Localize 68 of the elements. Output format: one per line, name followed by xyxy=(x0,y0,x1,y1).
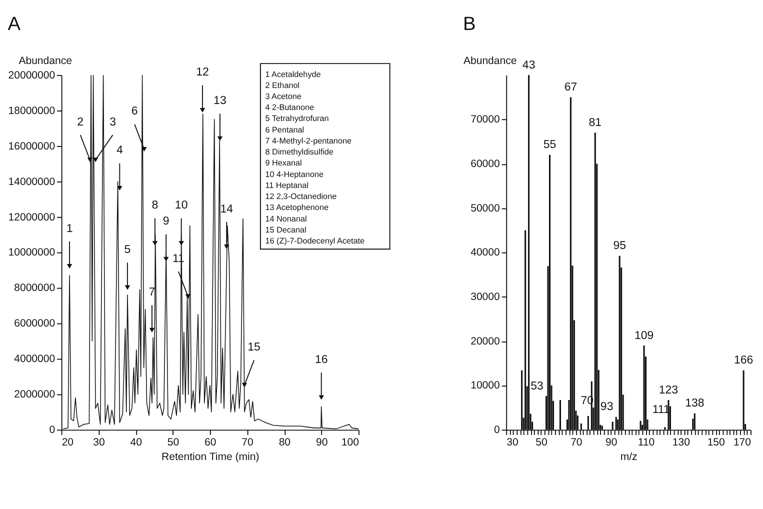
x-tick-label: 90 xyxy=(316,436,328,449)
annotation: 138 xyxy=(685,398,704,410)
annotation: 55 xyxy=(543,139,556,152)
x-tick-label: 30 xyxy=(506,436,518,449)
y-tick-label: 10000000 xyxy=(8,246,56,259)
y-tick-label: 50000 xyxy=(470,202,500,214)
annotation: 2 xyxy=(77,116,84,128)
annotation: 9 xyxy=(162,216,170,228)
x-tick-label: 100 xyxy=(341,436,360,449)
y-axis-title: Abundance xyxy=(463,55,517,68)
annotation: 10 xyxy=(174,200,188,212)
x-tick-label: 50 xyxy=(536,436,548,449)
annotation: 15 xyxy=(248,342,260,354)
annotation: 53 xyxy=(530,380,544,392)
y-tick-label: 8000000 xyxy=(14,282,56,294)
x-axis-title: m/z xyxy=(620,450,638,463)
annotation: 14 xyxy=(220,203,234,216)
x-tick-label: 70 xyxy=(242,436,254,449)
y-tick-label: 10000 xyxy=(470,380,500,392)
annotation: 166 xyxy=(734,354,754,367)
x-tick-label: 40 xyxy=(130,436,142,449)
x-tick-label: 70 xyxy=(570,436,582,449)
y-tick-label: 0 xyxy=(494,424,500,436)
annotation: 16 xyxy=(314,354,328,366)
y-tick-label: 60000 xyxy=(470,158,500,170)
annotation: 43 xyxy=(522,59,536,72)
x-tick-label: 20 xyxy=(62,436,74,449)
y-tick-label: 18000000 xyxy=(8,104,56,117)
y-tick-label: 20000000 xyxy=(8,69,56,82)
annotation: 81 xyxy=(588,116,602,129)
y-tick-label: 70000 xyxy=(470,114,500,126)
x-axis-title: Retention Time (min) xyxy=(162,450,260,463)
y-tick-label: 14000000 xyxy=(8,176,56,188)
y-axis-title: Abundance xyxy=(18,55,72,68)
y-tick-label: 40000 xyxy=(470,246,500,259)
x-tick-label: 150 xyxy=(707,436,726,449)
x-tick-label: 50 xyxy=(167,436,180,449)
annotation: 123 xyxy=(658,384,678,396)
annotation: 12 xyxy=(196,66,209,79)
x-tick-label: 110 xyxy=(638,436,655,449)
y-tick-label: 16000000 xyxy=(8,140,56,152)
annotation: 5 xyxy=(124,244,131,256)
annotation: 13 xyxy=(214,95,226,108)
y-tick-label: 20000 xyxy=(470,335,500,348)
annotation: 109 xyxy=(634,330,654,342)
x-tick-label: 60 xyxy=(204,436,216,449)
x-tick-label: 170 xyxy=(733,436,752,449)
chart-title: B xyxy=(462,14,476,35)
y-tick-label: 6000000 xyxy=(14,318,56,330)
y-tick-label: 4000000 xyxy=(14,353,56,366)
annotation: 6 xyxy=(131,106,138,118)
x-tick-label: 90 xyxy=(605,436,618,449)
annotation: 95 xyxy=(613,240,626,252)
chart-title: A xyxy=(8,14,21,35)
annotation: 4 xyxy=(116,144,124,157)
y-tick-label: 30000 xyxy=(470,291,500,304)
x-tick-label: 80 xyxy=(278,436,291,449)
annotation: 67 xyxy=(564,82,578,94)
annotation: 7 xyxy=(148,286,156,299)
annotation: 1 xyxy=(66,222,73,235)
annotation: 8 xyxy=(152,200,158,212)
annotation: 3 xyxy=(110,116,116,128)
y-tick-label: 12000000 xyxy=(8,211,56,224)
x-tick-label: 130 xyxy=(672,436,690,449)
y-tick-label: 0 xyxy=(49,424,56,436)
x-tick-label: 30 xyxy=(93,436,105,449)
annotation: 93 xyxy=(600,401,614,414)
y-tick-label: 2000000 xyxy=(14,388,56,401)
